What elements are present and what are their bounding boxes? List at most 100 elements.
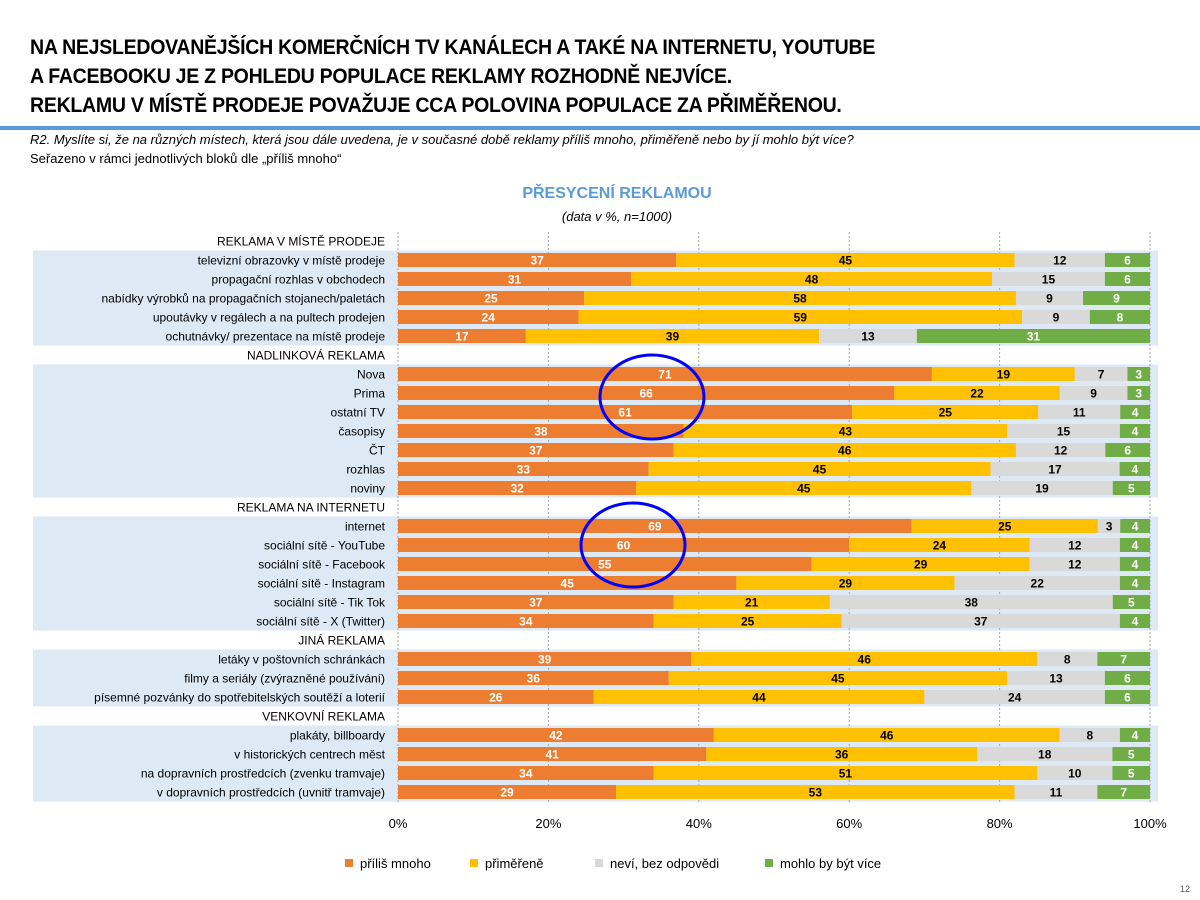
- data-label: 4: [1131, 463, 1138, 477]
- bar-segment-3: [1127, 367, 1150, 381]
- bar-segment-2: [1007, 424, 1120, 438]
- bar-segment-3: [1112, 595, 1150, 609]
- bar-segment-1: [631, 272, 993, 286]
- data-label: 10: [1068, 767, 1082, 781]
- data-label: 15: [1057, 425, 1071, 439]
- data-label: 37: [529, 444, 543, 458]
- bar-segment-3: [1120, 405, 1150, 419]
- data-label: 55: [598, 558, 612, 572]
- chart-title: PŘESYCENÍ REKLAMOU: [522, 185, 712, 202]
- data-label: 41: [545, 748, 559, 762]
- legend-swatch-1: [470, 859, 478, 867]
- bar-segment-0: [398, 443, 674, 457]
- data-label: 59: [794, 311, 808, 325]
- data-label: 38: [534, 425, 548, 439]
- data-label: 4: [1132, 406, 1139, 420]
- legend-swatch-0: [345, 859, 353, 867]
- page-number: 12: [1179, 884, 1190, 894]
- data-label: 69: [648, 520, 662, 534]
- bar-segment-3: [916, 329, 1150, 343]
- bar-segment-2: [1038, 405, 1121, 419]
- group-header: VENKOVNÍ REKLAMA: [262, 709, 385, 724]
- title-divider: [0, 126, 1200, 130]
- data-label: 34: [519, 615, 533, 629]
- bar-segment-0: [398, 291, 585, 305]
- group-header: NADLINKOVÁ REKLAMA: [247, 348, 385, 363]
- row-label: v dopravních prostředcích (uvnitř tramva…: [157, 786, 385, 800]
- bar-segment-3: [1120, 519, 1150, 533]
- data-label: 45: [813, 463, 827, 477]
- data-label: 24: [933, 539, 947, 553]
- legend-swatch-3: [765, 859, 773, 867]
- bar-segment-3: [1112, 766, 1150, 780]
- bar-segment-3: [1104, 253, 1150, 267]
- bar-segment-2: [1029, 538, 1120, 552]
- data-label: 21: [745, 596, 759, 610]
- data-label: 71: [658, 368, 672, 382]
- bar-segment-1: [676, 253, 1015, 267]
- data-label: 24: [482, 311, 496, 325]
- data-label: 3: [1135, 368, 1142, 382]
- data-label: 17: [455, 330, 469, 344]
- x-tick-label: 0%: [389, 816, 408, 831]
- bar-segment-3: [1097, 785, 1150, 799]
- data-label: 18: [1038, 748, 1052, 762]
- row-label: internet: [345, 520, 386, 534]
- bar-segment-0: [398, 538, 850, 552]
- row-label: filmy a seriály (zvýrazněné používání): [184, 672, 385, 686]
- data-label: 44: [752, 691, 766, 705]
- bar-segment-1: [578, 310, 1023, 324]
- row-label: televizní obrazovky v místě prodeje: [198, 254, 386, 268]
- row-label: sociální sítě - X (Twitter): [256, 615, 385, 629]
- highlight-ellipse: [598, 353, 706, 441]
- row-label: ostatní TV: [331, 406, 385, 420]
- bar-segment-2: [1014, 253, 1105, 267]
- x-tick-label: 20%: [535, 816, 561, 831]
- bar-segment-1: [673, 595, 830, 609]
- bar-segment-0: [398, 462, 649, 476]
- bar-segment-2: [992, 272, 1105, 286]
- bar-segment-3: [1112, 481, 1150, 495]
- bar-segment-0: [398, 576, 737, 590]
- row-label: v historických centrech měst: [234, 748, 385, 762]
- chart-subtitle: (data v %, n=1000): [561, 209, 673, 224]
- bar-segment-3: [1119, 557, 1150, 571]
- data-label: 6: [1124, 691, 1131, 705]
- row-label: Nova: [357, 368, 385, 382]
- bar-segment-2: [1022, 310, 1090, 324]
- data-label: 4: [1132, 558, 1139, 572]
- row-label: písemné pozvánky do spotřebitelských sou…: [94, 691, 385, 705]
- title-line: NA NEJSLEDOVANĚJŠÍCH KOMERČNÍCH TV KANÁL…: [30, 36, 876, 59]
- data-label: 12: [1054, 444, 1068, 458]
- data-label: 8: [1086, 729, 1093, 743]
- data-label: 36: [527, 672, 541, 686]
- data-label: 4: [1132, 539, 1139, 553]
- row-label: nabídky výrobků na propagačních stojanec…: [101, 292, 385, 306]
- data-label: 46: [858, 653, 872, 667]
- bar-segment-1: [584, 291, 1016, 305]
- bar-segment-3: [1119, 424, 1150, 438]
- bar-segment-1: [911, 519, 1098, 533]
- bar-segment-1: [653, 766, 1038, 780]
- bar-segment-3: [1082, 291, 1150, 305]
- row-label: sociální sítě - Instagram: [258, 577, 385, 591]
- data-label: 61: [618, 406, 632, 420]
- data-label: 60: [617, 539, 631, 553]
- data-label: 25: [741, 615, 755, 629]
- data-label: 9: [1113, 292, 1120, 306]
- bar-segment-0: [398, 785, 617, 799]
- data-label: 4: [1132, 729, 1139, 743]
- data-label: 4: [1132, 425, 1139, 439]
- data-label: 46: [838, 444, 852, 458]
- survey-question: R2. Myslíte si, že na různých místech, k…: [30, 132, 854, 147]
- bar-segment-1: [653, 614, 842, 628]
- data-label: 4: [1132, 577, 1139, 591]
- group-header: REKLAMA NA INTERNETU: [237, 501, 385, 515]
- data-label: 53: [809, 786, 823, 800]
- bar-segment-2: [954, 576, 1120, 590]
- row-label: letáky v poštovních schránkách: [218, 653, 385, 667]
- data-label: 43: [839, 425, 853, 439]
- data-label: 9: [1053, 311, 1060, 325]
- bar-segment-1: [713, 728, 1060, 742]
